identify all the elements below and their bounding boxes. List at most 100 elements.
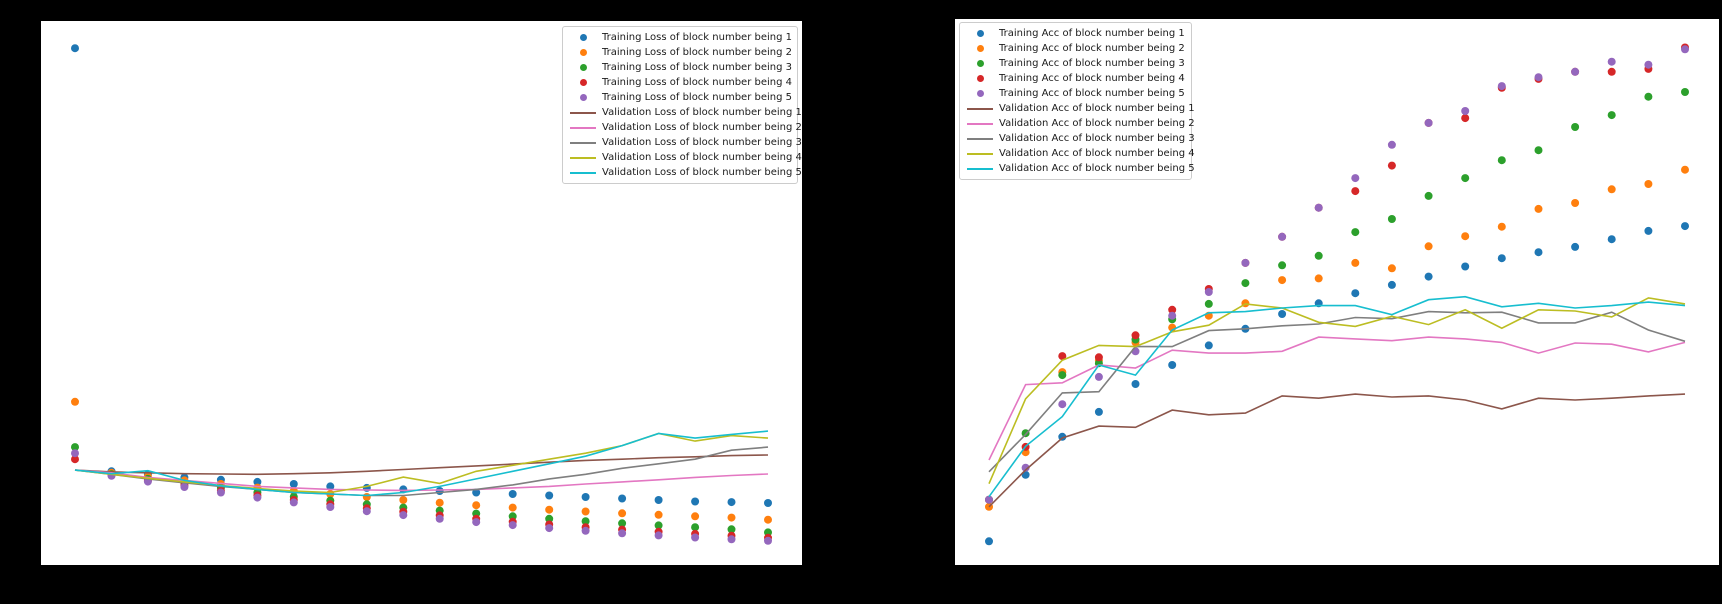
legend-item: Validation Loss of block number being 3 [568, 135, 802, 150]
data-point [1424, 191, 1433, 200]
data-point [472, 501, 481, 510]
line-marker-icon [965, 152, 995, 155]
data-point [1241, 279, 1250, 288]
data-point [1571, 67, 1580, 76]
data-point [545, 514, 554, 523]
legend-item-label: Validation Loss of block number being 3 [602, 137, 802, 148]
legend-item-label: Validation Acc of block number being 4 [999, 148, 1195, 159]
data-point [1534, 248, 1543, 257]
data-point [1571, 123, 1580, 131]
data-point [180, 483, 189, 491]
data-point [508, 503, 517, 512]
data-point [985, 495, 993, 504]
legend-item-label: Training Acc of block number being 3 [999, 58, 1185, 69]
data-point [1204, 299, 1213, 308]
line-marker-icon [568, 126, 598, 129]
data-point [1058, 400, 1067, 409]
data-point [1497, 156, 1506, 165]
data-point [654, 521, 663, 530]
data-point [618, 519, 627, 528]
legend-swatch [967, 122, 993, 125]
data-point [1351, 187, 1360, 196]
legend-item-label: Training Loss of block number being 5 [602, 92, 792, 103]
data-point [1351, 228, 1360, 237]
data-point [1571, 242, 1580, 251]
loss-chart-line-series-3 [74, 446, 769, 497]
data-point [1497, 82, 1506, 91]
data-point [472, 488, 481, 497]
data-point [289, 480, 298, 488]
line-marker-icon [568, 171, 598, 174]
legend-item-label: Validation Acc of block number being 2 [999, 118, 1195, 129]
scatter-marker-icon [568, 34, 598, 41]
data-point [764, 499, 772, 507]
data-point [545, 491, 554, 500]
data-point [472, 518, 481, 527]
legend-swatch [579, 64, 587, 71]
data-point [654, 510, 663, 519]
legend-swatch [570, 156, 596, 159]
legend-item: Training Acc of block number being 2 [965, 41, 1185, 56]
data-point [508, 521, 517, 530]
data-point [1607, 185, 1616, 194]
legend-swatch [976, 45, 984, 52]
data-point [1644, 92, 1653, 101]
legend-item-label: Training Acc of block number being 5 [999, 88, 1185, 99]
data-point [618, 494, 627, 503]
legend-swatch [570, 111, 596, 114]
legend-item: Validation Acc of block number being 1 [965, 101, 1195, 116]
data-point [1314, 274, 1323, 283]
data-point [691, 523, 700, 532]
line-marker-icon [965, 122, 995, 125]
data-point [691, 533, 700, 542]
legend-item-label: Validation Loss of block number being 5 [602, 167, 802, 178]
scatter-marker-icon [568, 64, 598, 71]
data-point [508, 512, 517, 521]
data-point [1681, 45, 1689, 54]
data-point [1094, 353, 1103, 362]
data-point [654, 531, 663, 540]
line-marker-icon [965, 137, 995, 140]
legend-item-label: Training Acc of block number being 4 [999, 73, 1185, 84]
data-point [435, 487, 444, 495]
data-point [1168, 305, 1177, 314]
data-point [362, 493, 371, 501]
data-point [326, 482, 335, 491]
data-point [1461, 107, 1470, 115]
legend-item: Validation Loss of block number being 5 [568, 165, 802, 180]
data-point [1131, 331, 1140, 340]
accuracy-chart-line-series-3 [988, 310, 1686, 473]
data-point [985, 537, 993, 546]
data-point [1644, 60, 1653, 69]
data-point [1278, 261, 1287, 270]
legend-item: Training Acc of block number being 3 [965, 56, 1185, 71]
data-point [1571, 199, 1580, 207]
legend-swatch [579, 79, 587, 86]
legend-item-label: Training Loss of block number being 3 [602, 62, 792, 73]
scatter-marker-icon [965, 60, 995, 67]
legend-swatch [967, 167, 993, 170]
data-point [1387, 161, 1396, 170]
data-point [581, 517, 590, 526]
legend-item: Training Loss of block number being 2 [568, 45, 792, 60]
data-point [545, 524, 554, 533]
legend-item: Validation Loss of block number being 2 [568, 120, 802, 135]
legend-swatch [967, 107, 993, 110]
legend-item-label: Validation Acc of block number being 1 [999, 103, 1195, 114]
accuracy-chart-line-series-5 [988, 295, 1686, 498]
data-point [618, 529, 627, 538]
data-point [1607, 111, 1616, 120]
data-point [71, 397, 79, 406]
data-point [435, 514, 444, 523]
legend-swatch [570, 141, 596, 144]
loss-chart-line-series-5 [74, 430, 769, 497]
line-marker-icon [965, 167, 995, 170]
legend-item-label: Validation Acc of block number being 3 [999, 133, 1195, 144]
data-point [1607, 57, 1616, 66]
accuracy-chart-line-series-4 [988, 297, 1686, 485]
data-point [1168, 311, 1177, 320]
data-point [71, 443, 79, 452]
legend-swatch [976, 90, 984, 97]
data-point [362, 507, 371, 516]
